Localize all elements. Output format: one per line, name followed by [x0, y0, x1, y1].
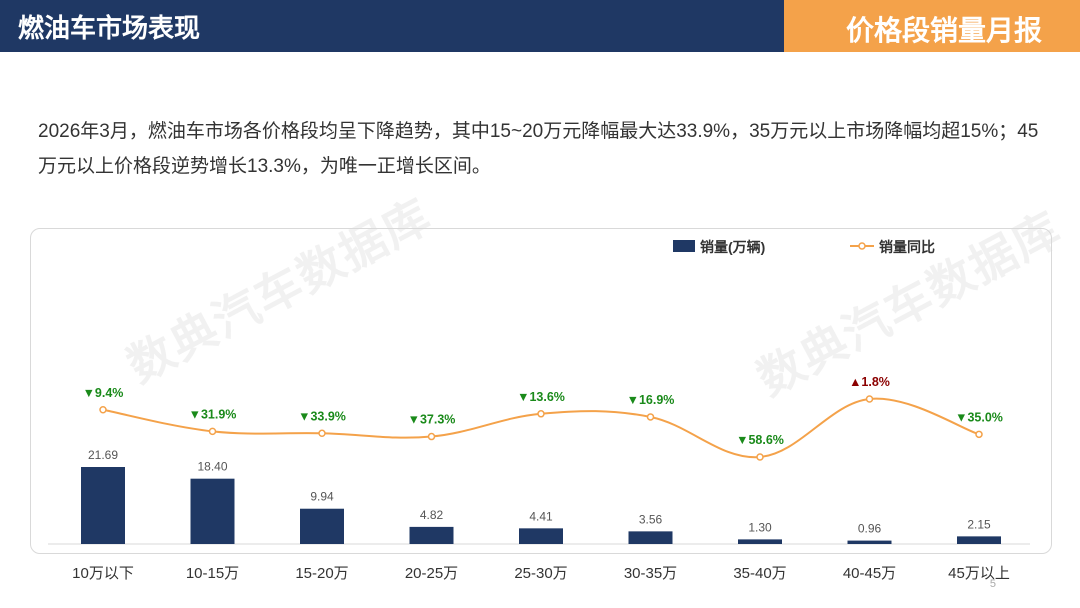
x-tick-label: 25-30万 [514, 565, 567, 582]
bar-6 [628, 531, 673, 544]
legend-line-label: 销量同比 [879, 239, 935, 255]
bar-value-label: 4.41 [529, 509, 553, 523]
bar-3 [300, 508, 344, 544]
yoy-point-5 [537, 410, 545, 418]
x-tick-label: 40-45万 [843, 565, 896, 582]
bar-value-label: 21.69 [88, 448, 118, 462]
yoy-label: ▼35.0% [955, 410, 1003, 424]
yoy-label: ▲1.8% [849, 375, 890, 389]
header-bar: 燃油车市场表现 价格段销量月报 [0, 0, 1080, 52]
yoy-point-7 [756, 453, 764, 461]
yoy-label: ▼13.6% [517, 390, 565, 404]
bar-value-label: 1.30 [748, 520, 772, 534]
bar-7 [738, 539, 782, 544]
yoy-point-1 [99, 406, 107, 414]
x-tick-label: 35-40万 [733, 565, 786, 582]
yoy-point-4 [427, 432, 436, 441]
yoy-point-2 [208, 427, 217, 436]
yoy-label: ▼33.9% [298, 409, 346, 423]
report-badge: 价格段销量月报 [784, 0, 1080, 52]
bar-value-label: 2.15 [967, 517, 991, 531]
x-tick-label: 20-25万 [405, 565, 458, 582]
yoy-point-6 [646, 413, 655, 421]
bar-value-label: 4.82 [420, 508, 444, 522]
page-number: 5 [989, 578, 996, 590]
yoy-label: ▼16.9% [627, 393, 675, 407]
bar-8 [847, 540, 892, 544]
yoy-point-8 [865, 395, 874, 403]
bar-2 [190, 478, 235, 544]
bar-value-label: 3.56 [639, 512, 663, 526]
yoy-label: ▼37.3% [408, 413, 456, 427]
x-tick-label: 10-15万 [186, 565, 239, 582]
summary-text: 2026年3月，燃油车市场各价格段均呈下降趋势，其中15~20万元降幅最大达33… [38, 121, 1039, 177]
page-title: 燃油车市场表现 [18, 13, 201, 43]
yoy-point-9 [975, 430, 983, 439]
bar-5 [519, 528, 563, 544]
x-tick-label: 45万以上 [948, 565, 1010, 582]
legend-bar-swatch [673, 240, 695, 252]
bar-value-label: 0.96 [858, 522, 882, 536]
legend-line-marker [858, 242, 866, 250]
bar-value-label: 9.94 [310, 490, 334, 504]
yoy-label: ▼9.4% [83, 386, 124, 400]
legend-bar-label: 销量(万辆) [700, 239, 765, 255]
bar-9 [957, 536, 1001, 544]
yoy-label: ▼58.6% [736, 433, 784, 447]
yoy-point-3 [318, 429, 326, 438]
x-tick-label: 30-35万 [624, 565, 677, 582]
bar-1 [81, 467, 125, 544]
report-badge-label: 价格段销量月报 [845, 15, 1042, 46]
chart-frame [30, 228, 1052, 554]
bar-4 [409, 526, 454, 544]
x-tick-label: 10万以下 [72, 565, 134, 582]
bar-value-label: 18.40 [197, 460, 227, 474]
x-tick-label: 15-20万 [295, 565, 348, 582]
yoy-label: ▼31.9% [189, 407, 237, 421]
